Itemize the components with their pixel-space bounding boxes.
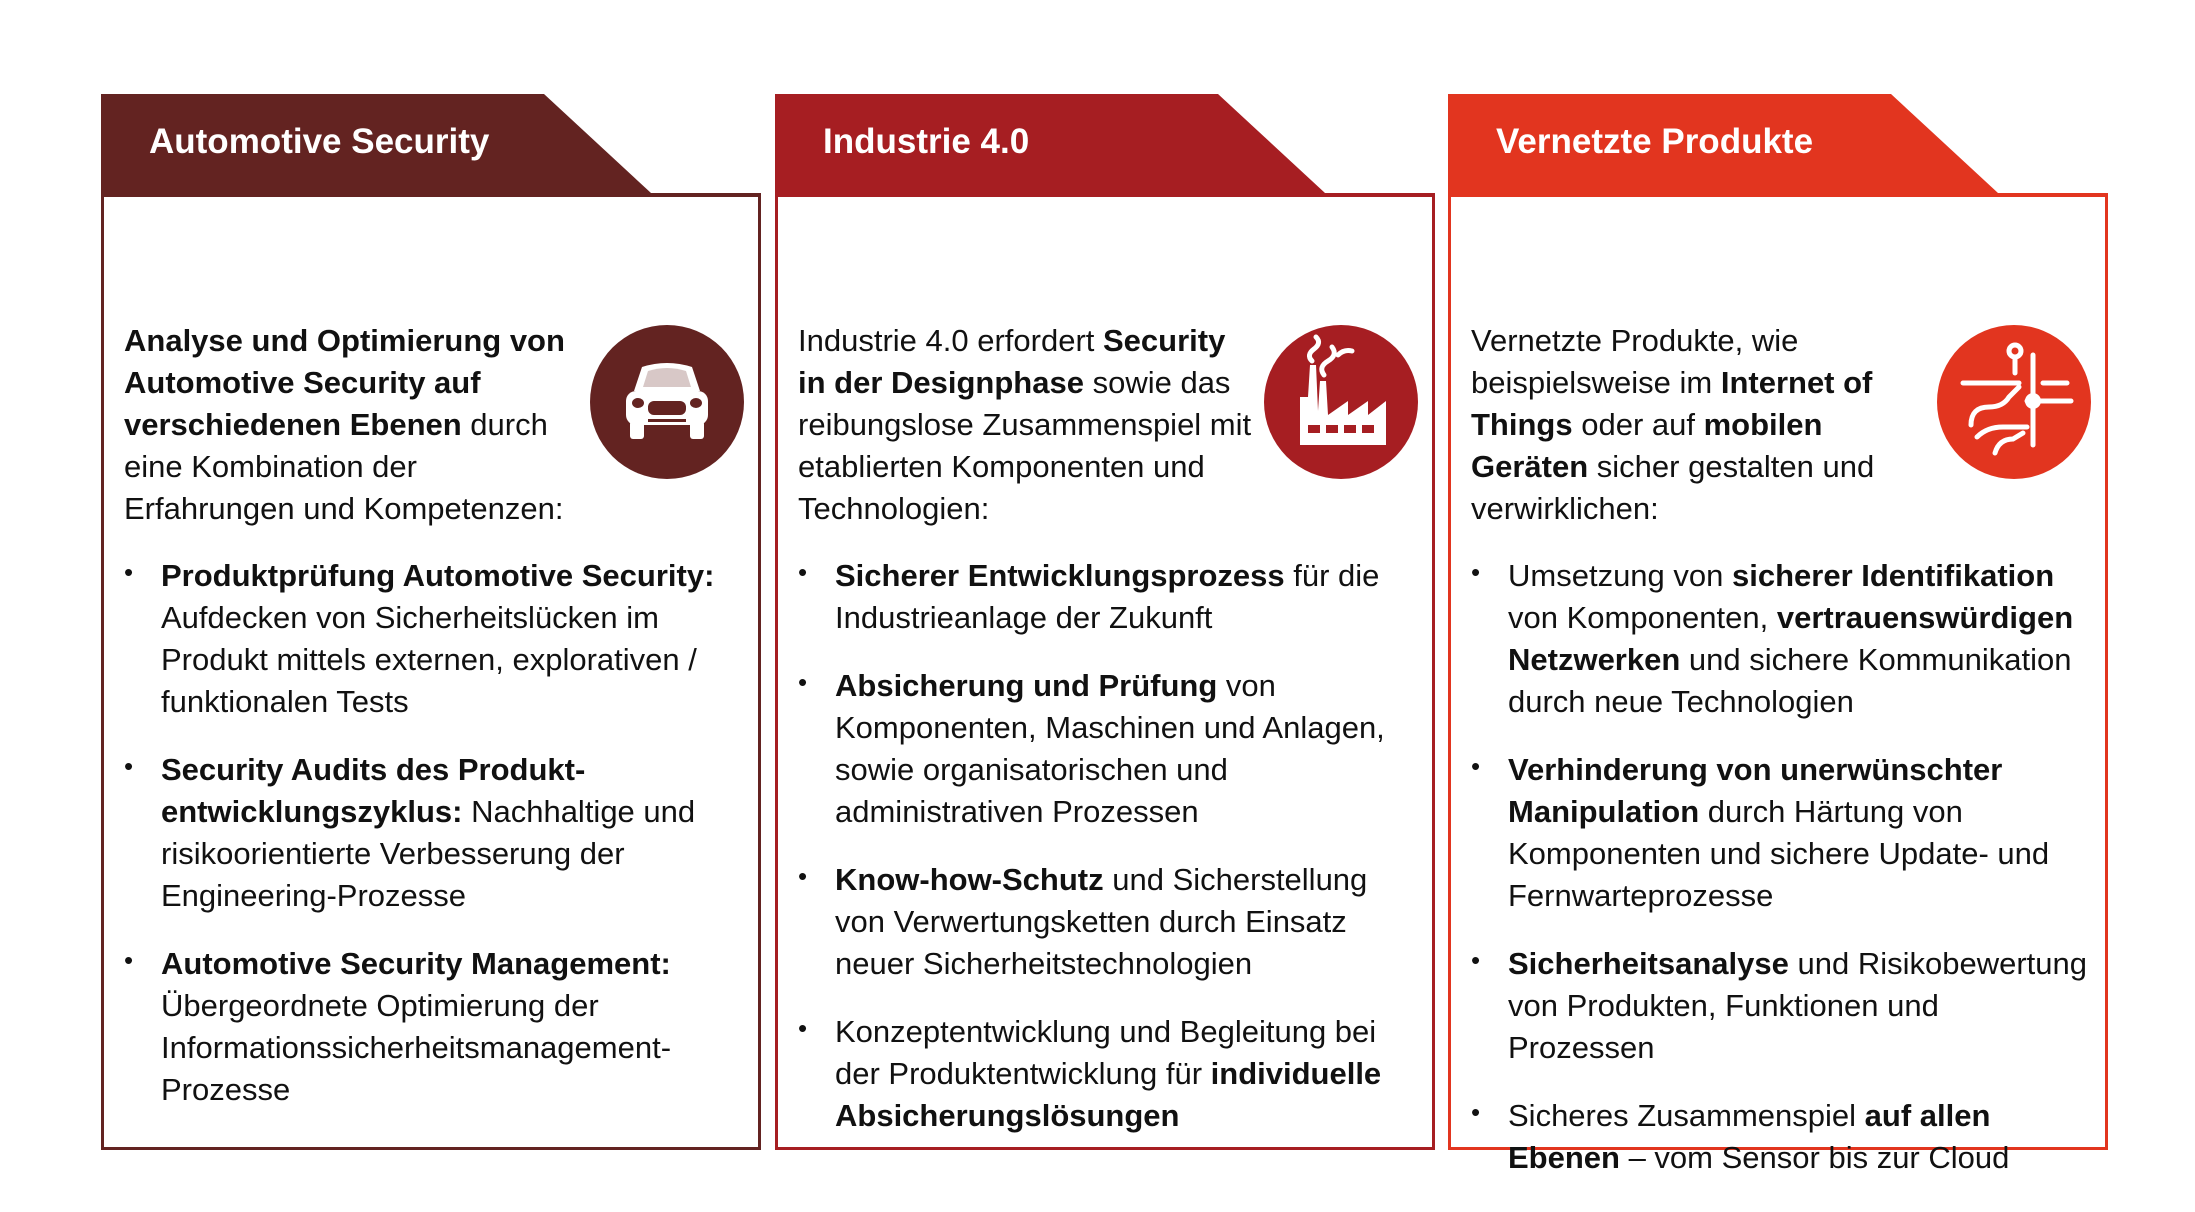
item-segment: sicherer Identifikation [1732,558,2055,593]
item-segment: – vom Sensor bis zur Cloud [1619,1140,2010,1175]
panel-body: Vernetzte Produkte, wie beispielsweise i… [1448,195,2108,1175]
item-segment: von Komponenten, [1508,600,1777,635]
intro-text: Industrie 4.0 erfordert Security in der … [798,320,1258,530]
list-item: Know-how-Schutz und Sicherstellung von V… [798,855,1418,985]
item-segment: Aufdecken von Sicherheitslücken im Produ… [161,600,697,719]
list-item: Sicherer Entwicklungsprozess für die Ind… [798,551,1418,639]
intro-segment: mobilen Geräten [1471,407,1823,484]
item-segment: Sicheres Zusammenspiel [1508,1098,1865,1133]
list-item: Absicherung und Prüfung von Komponenten,… [798,661,1418,833]
item-segment: Sicherer Entwicklungsprozess [835,558,1285,593]
panel-header: Industrie 4.0 [775,94,1435,197]
panel-title: Industrie 4.0 [823,122,1030,161]
circuit-icon [1937,325,2091,479]
list-item: Automotive Security Management: Übergeor… [124,939,744,1111]
panel-body: Analyse und Optimierung von Automotive S… [101,195,761,1150]
header-tab-shape [775,94,1435,197]
intro-text: Analyse und Optimierung von Automotive S… [124,320,584,530]
item-segment: Produktprüfung Automotive Security: [161,558,715,593]
list-item: Verhinderung von unerwünschter Manipulat… [1471,745,2091,917]
item-segment: individuelle Absicherungslösungen [835,1056,1382,1133]
car-icon [590,325,744,479]
item-segment: Verhinderung von unerwünschter Manipulat… [1508,752,2003,829]
item-segment: vertrauenswürdigen Netzwerken [1508,600,2074,677]
item-segment: auf allen Ebenen [1508,1098,1991,1175]
item-segment: und Sicherstellung von Verwertungsketten… [835,862,1368,981]
bullet-list: Umsetzung von sicherer Identifikation vo… [1471,551,2091,1205]
panel-title: Vernetzte Produkte [1496,122,1814,161]
intro-segment: sowie das reibungslose Zusammenspiel mit… [798,365,1252,526]
item-segment: Security Audits des Produkt-entwicklungs… [161,752,586,829]
item-segment: und Risikobewertung von Produkten, Funkt… [1508,946,2088,1065]
item-segment: Automotive Security Management: [161,946,671,981]
item-segment: und sichere Kommunikation durch neue Tec… [1508,642,2072,719]
list-item: Konzeptentwicklung und Begleitung bei de… [798,1007,1418,1137]
panel-automotive: Automotive Security Analyse und Optimier… [101,94,761,1150]
intro-segment: sicher gestalten und verwirklichen: [1471,449,1875,526]
panel-body: Industrie 4.0 erfordert Security in der … [775,195,1435,1150]
factory-icon [1264,325,1418,479]
bullet-list: Produktprüfung Automotive Security: Aufd… [124,551,744,1137]
intro-segment: Internet of Things [1471,365,1873,442]
panel-header: Automotive Security [101,94,761,197]
list-item: Sicheres Zusammenspiel auf allen Ebenen … [1471,1091,2091,1179]
list-item: Sicherheitsanalyse und Risikobewertung v… [1471,939,2091,1069]
list-item: Security Audits des Produkt-entwicklungs… [124,745,744,917]
intro-segment: Analyse und Optimierung von Automotive S… [124,323,565,442]
item-segment: durch Härtung von Komponenten und sicher… [1508,794,2050,913]
item-segment: Know-how-Schutz [835,862,1104,897]
header-tab-shape [1448,94,2108,197]
intro-segment: oder auf [1572,407,1704,442]
item-segment: Absicherung und Prüfung [835,668,1218,703]
panel-header: Vernetzte Produkte [1448,94,2108,197]
intro-segment: Security in der Designphase [798,323,1226,400]
panel-industrie: Industrie 4.0 Industrie 4.0 erfordert Se… [775,94,1435,1150]
bullet-list: Sicherer Entwicklungsprozess für die Ind… [798,551,1418,1163]
list-item: Produktprüfung Automotive Security: Aufd… [124,551,744,723]
item-segment: Konzeptentwicklung und Begleitung bei de… [835,1014,1377,1091]
intro-segment: Industrie 4.0 erfordert [798,323,1103,358]
item-segment: Nachhaltige und risikoorientierte Verbes… [161,794,696,913]
panel-vernetzt: Vernetzte Produkte Vernetzte Produkte, w… [1448,94,2108,1175]
intro-text: Vernetzte Produkte, wie beispielsweise i… [1471,320,1931,530]
panel-title: Automotive Security [149,122,490,161]
intro-segment: Vernetzte Produkte, wie beispielsweise i… [1471,323,1799,400]
item-segment: für die Industrieanlage der Zukunft [835,558,1380,635]
item-segment: von Komponenten, Maschinen und Anlagen, … [835,668,1385,829]
item-segment: Übergeordnete Optimierung der Informatio… [161,988,672,1107]
intro-segment: durch eine Kombination der Erfahrungen u… [124,407,564,526]
header-tab-shape [101,94,761,197]
list-item: Umsetzung von sicherer Identifikation vo… [1471,551,2091,723]
item-segment: Umsetzung von [1508,558,1732,593]
item-segment: Sicherheitsanalyse [1508,946,1789,981]
